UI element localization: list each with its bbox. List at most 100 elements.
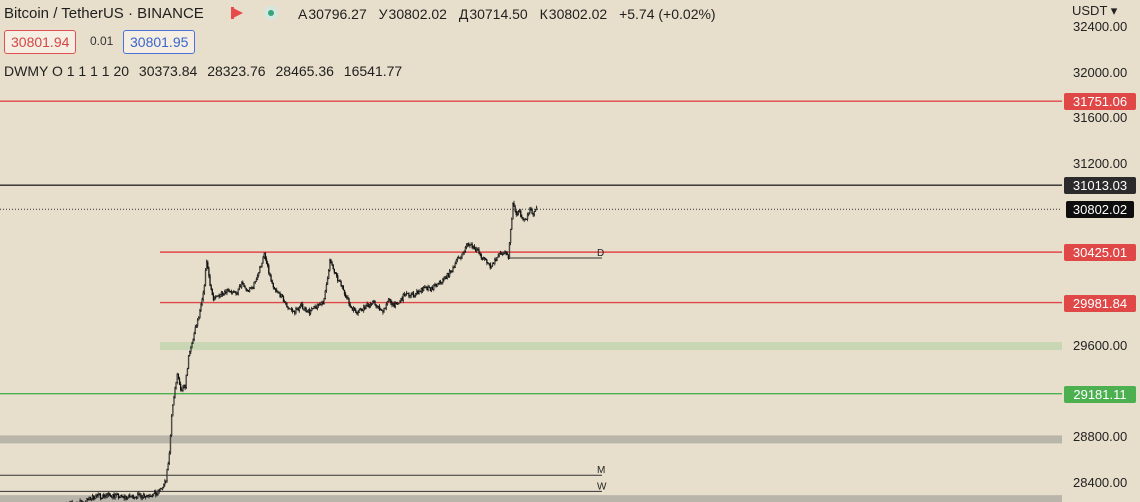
candle-body	[97, 494, 99, 496]
candle-body	[96, 495, 98, 497]
buy-button[interactable]: 30801.95	[123, 30, 196, 54]
candle-body	[248, 287, 251, 292]
price-level-tag[interactable]: 30425.01	[1064, 244, 1136, 262]
candle-body	[511, 218, 513, 230]
candle-body	[113, 494, 115, 498]
candle-body	[433, 284, 435, 290]
candle-body	[227, 288, 229, 291]
candle-body	[216, 295, 218, 298]
candle-body	[391, 302, 393, 306]
candle-body	[199, 309, 201, 318]
spread-value: 0.01	[90, 34, 114, 48]
candle-body	[531, 208, 533, 215]
candle-body	[522, 217, 524, 220]
candle-body	[384, 307, 386, 309]
candle-body	[317, 303, 320, 306]
candle-body	[343, 289, 346, 295]
candle-body	[526, 213, 529, 220]
candle-body	[321, 302, 323, 305]
candle-body	[244, 286, 246, 289]
candle-body	[120, 494, 122, 498]
candle-body	[438, 281, 441, 284]
candle-body	[264, 253, 267, 259]
candle-body	[116, 493, 119, 496]
candle-body	[121, 494, 123, 497]
candle-body	[285, 302, 287, 304]
candle-body	[344, 293, 347, 298]
close-key: К	[539, 6, 548, 22]
candle-body	[154, 491, 156, 494]
candle-body	[421, 288, 424, 291]
candle-body	[243, 283, 245, 287]
candle-body	[429, 287, 432, 292]
candle-body	[401, 298, 403, 301]
candle-body	[479, 252, 481, 255]
candle-body	[138, 493, 140, 495]
candle-body	[412, 292, 415, 298]
candle-body	[418, 290, 420, 295]
candle-body	[442, 278, 444, 283]
candle-body	[480, 253, 482, 258]
candle-body	[164, 480, 166, 485]
candle-body	[437, 282, 439, 285]
candle-body	[187, 355, 190, 369]
candle-body	[369, 303, 372, 307]
candle-body	[250, 287, 252, 289]
pivot-layer: D MW	[0, 248, 607, 492]
candle-body	[453, 267, 455, 269]
candle-body	[192, 339, 194, 344]
candle-body	[165, 480, 167, 482]
candle-body	[288, 307, 290, 309]
price-level-tag[interactable]: 29981.84	[1064, 294, 1136, 312]
candle-body	[339, 280, 341, 282]
chevron-down-icon: ▾	[1110, 3, 1118, 18]
flag-icon[interactable]	[231, 7, 243, 19]
candle-body	[151, 495, 154, 497]
currency-selector[interactable]: USDT ▾	[1072, 3, 1117, 19]
candle-body	[196, 319, 199, 326]
candle-body	[305, 307, 307, 312]
high-key: У	[378, 6, 388, 22]
candle-body	[387, 298, 390, 302]
candle-body	[349, 303, 351, 307]
price-level-tag[interactable]: 29181.11	[1064, 385, 1136, 403]
indicator-legend[interactable]: DWMY O 1 1 1 1 20 30373.84 28323.76 2846…	[4, 63, 408, 79]
candle-body	[230, 291, 233, 293]
candle-body	[386, 300, 389, 305]
candle-body	[89, 496, 91, 500]
candle-body	[142, 494, 145, 498]
candle-body	[506, 252, 508, 255]
candle-body	[407, 292, 409, 294]
candle-body	[181, 389, 183, 391]
candle-body	[323, 298, 325, 304]
candle-body	[447, 273, 450, 277]
candle-body	[396, 303, 399, 305]
candle-body	[331, 262, 333, 265]
candle-body	[496, 257, 498, 262]
candle-body	[209, 275, 211, 286]
candle-body	[247, 290, 250, 292]
sell-button[interactable]: 30801.94	[4, 30, 77, 54]
price-level-tag[interactable]: 31751.06	[1064, 93, 1136, 111]
candle-body	[122, 496, 124, 498]
candle-body	[237, 288, 239, 295]
candle-body	[378, 306, 381, 311]
candle-body	[274, 288, 277, 291]
price-level-tag[interactable]: 31013.03	[1064, 177, 1136, 195]
change-value: +5.74 (+0.02%)	[619, 6, 716, 22]
high-value: 30802.02	[388, 6, 447, 22]
candle-body	[436, 283, 438, 287]
candle-body	[385, 303, 387, 309]
candle-body	[430, 287, 433, 292]
candle-body	[276, 289, 278, 292]
candle-body	[174, 387, 176, 398]
candle-body	[316, 303, 319, 309]
candle-body	[111, 496, 113, 498]
ohlc-readout: А30796.27 У30802.02 Д30714.50 К30802.02 …	[298, 6, 716, 22]
current-price-tag[interactable]: 30802.02	[1066, 201, 1134, 219]
candle-body	[489, 263, 491, 269]
symbol-title[interactable]: Bitcoin / TetherUS · BINANCE	[4, 5, 204, 22]
indicator-name: DWMY O 1 1 1 1 20	[4, 63, 130, 79]
candle-body	[403, 294, 406, 297]
